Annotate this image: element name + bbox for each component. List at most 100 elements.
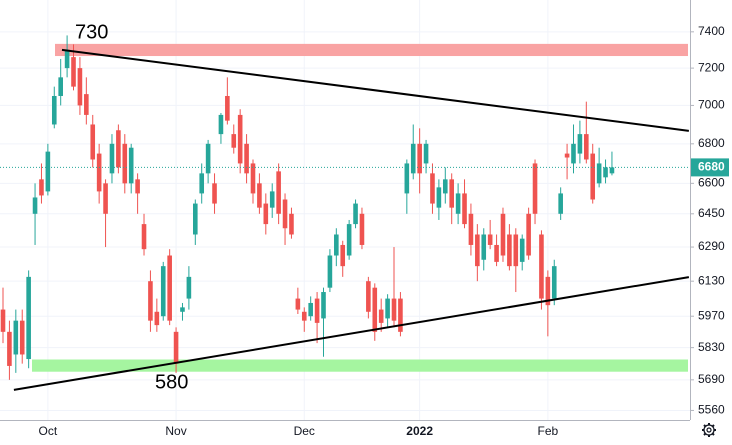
candle-body bbox=[532, 163, 538, 214]
annotation: 730 bbox=[75, 21, 108, 43]
candle-body bbox=[545, 276, 551, 306]
candle-body bbox=[45, 151, 51, 192]
candle-body bbox=[0, 309, 6, 332]
candle-body bbox=[526, 213, 531, 256]
candle-body bbox=[71, 57, 76, 87]
candle-body bbox=[90, 124, 96, 160]
candle-body bbox=[103, 183, 108, 214]
candle-body bbox=[455, 193, 461, 214]
candle-body bbox=[84, 94, 89, 115]
candle-body bbox=[334, 234, 339, 256]
candle-body bbox=[263, 203, 269, 225]
candle-body bbox=[462, 193, 467, 225]
y-tick-label: 7000 bbox=[698, 98, 725, 112]
candle-body bbox=[442, 179, 448, 194]
last-price-label: 6680 bbox=[698, 160, 725, 174]
candle-body bbox=[19, 320, 25, 355]
y-tick-label: 7200 bbox=[698, 60, 725, 74]
candle-body bbox=[500, 213, 506, 256]
candle-body bbox=[218, 114, 224, 135]
x-tick-label: Nov bbox=[165, 424, 186, 438]
candle-body bbox=[180, 307, 185, 312]
y-tick-label: 6130 bbox=[698, 273, 725, 287]
candle-body bbox=[487, 234, 493, 245]
candle-body bbox=[154, 311, 160, 326]
candle-body bbox=[340, 244, 346, 267]
candle-body bbox=[609, 167, 615, 174]
candle-body bbox=[308, 302, 313, 317]
candle-body bbox=[539, 234, 544, 299]
y-tick-label: 5560 bbox=[698, 403, 725, 417]
candle-body bbox=[603, 167, 608, 178]
candle-body bbox=[571, 143, 576, 164]
candle-body bbox=[410, 143, 416, 174]
candle-body bbox=[551, 266, 557, 299]
candle-body bbox=[39, 179, 44, 196]
candle-body bbox=[301, 311, 307, 321]
candle-body bbox=[596, 163, 602, 184]
candle-body bbox=[391, 298, 397, 321]
zone bbox=[55, 43, 688, 57]
x-tick-label: 2022 bbox=[406, 424, 433, 438]
candle-body bbox=[244, 143, 249, 174]
candle-body bbox=[314, 298, 320, 323]
candle-body bbox=[577, 134, 583, 154]
candle-body bbox=[430, 173, 435, 204]
candle-body bbox=[417, 143, 422, 174]
candle-body bbox=[148, 281, 153, 321]
candle-body bbox=[225, 95, 230, 121]
x-tick-label: Dec bbox=[294, 424, 315, 438]
candle-body bbox=[468, 213, 474, 245]
candle-body bbox=[173, 331, 179, 364]
candle-body bbox=[327, 255, 333, 288]
candle-body bbox=[475, 234, 480, 267]
candle-body bbox=[250, 163, 256, 194]
candle-body bbox=[590, 153, 596, 200]
candle-body bbox=[494, 244, 499, 262]
candle-body bbox=[289, 213, 294, 235]
candle-body bbox=[193, 203, 198, 235]
candle-body bbox=[58, 77, 63, 96]
candle-body bbox=[276, 171, 281, 214]
candle-body bbox=[231, 134, 237, 148]
candle-body bbox=[109, 143, 115, 174]
candle-body bbox=[359, 213, 365, 245]
candle-body bbox=[96, 153, 102, 192]
zone bbox=[32, 359, 688, 372]
last-price-box bbox=[691, 158, 729, 177]
candle-body bbox=[116, 130, 121, 168]
candle-body bbox=[385, 298, 390, 319]
y-tick-label: 7400 bbox=[698, 24, 725, 38]
candle-body bbox=[449, 179, 454, 208]
candle-body bbox=[372, 287, 378, 332]
candle-body bbox=[282, 199, 288, 229]
candle-body bbox=[51, 95, 57, 125]
candle-body bbox=[13, 320, 19, 355]
y-tick-label: 5690 bbox=[698, 372, 725, 386]
candle-body bbox=[507, 234, 512, 267]
candle-body bbox=[481, 234, 487, 260]
candle-body bbox=[346, 224, 352, 256]
candle-body bbox=[186, 276, 192, 299]
candle-body bbox=[353, 203, 358, 225]
candle-body bbox=[378, 309, 384, 323]
candle-body bbox=[404, 163, 410, 194]
settings-icon[interactable] bbox=[702, 423, 716, 437]
candle-body bbox=[7, 331, 12, 366]
candle-body bbox=[212, 183, 217, 204]
candle-body bbox=[519, 238, 525, 262]
candle-body bbox=[295, 298, 301, 310]
candle-body bbox=[513, 234, 519, 267]
candle-body bbox=[141, 224, 147, 250]
candle-body bbox=[205, 143, 211, 174]
candle-body bbox=[436, 187, 442, 208]
y-tick-label: 6290 bbox=[698, 239, 725, 253]
annotation: 580 bbox=[155, 371, 188, 393]
candle-body bbox=[26, 276, 31, 360]
x-tick-label: Oct bbox=[39, 424, 58, 438]
candle-body bbox=[167, 255, 172, 321]
trendline bbox=[61, 48, 689, 132]
candle-body bbox=[64, 49, 70, 69]
